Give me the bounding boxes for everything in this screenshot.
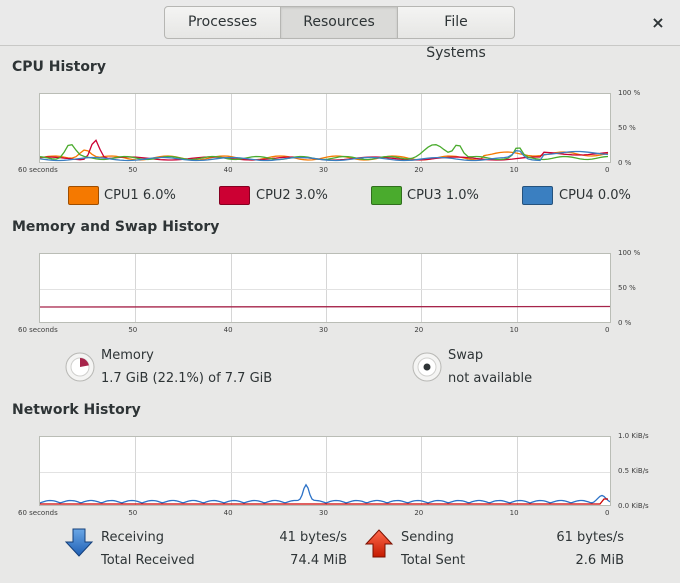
cpu4-line — [40, 150, 609, 162]
total-received-label: Total Received — [101, 553, 195, 568]
network-grid-vline — [326, 437, 327, 505]
cpu2-color-swatch[interactable] — [219, 186, 250, 205]
memory-grid-vline — [230, 254, 232, 322]
receiving-label: Receiving — [101, 530, 165, 545]
memory-x-tick: 0 — [605, 326, 610, 334]
cpu3-label: CPU3 1.0% — [407, 188, 479, 203]
cpu-grid-vline — [230, 94, 232, 162]
cpu-y-tick: 0 % — [618, 159, 632, 167]
network-x-tick: 50 — [128, 509, 138, 517]
cpu-y-tick: 50 % — [618, 124, 636, 132]
receiving-rate: 41 bytes/s — [279, 530, 347, 545]
memory-line — [40, 305, 610, 308]
memory-y-tick: 50 % — [618, 284, 636, 292]
cpu-history-title: CPU History — [12, 59, 106, 75]
network-history-title: Network History — [12, 402, 141, 418]
network-x-tick: 30 — [319, 509, 328, 517]
network-x-tick: 20 — [414, 509, 424, 517]
network-lines — [40, 483, 610, 505]
cpu-grid-vline — [516, 94, 518, 162]
cpu3-color-swatch[interactable] — [371, 186, 402, 205]
memory-grid-vline — [516, 254, 518, 322]
cpu-grid-hline — [40, 129, 610, 130]
swap-pie-icon[interactable] — [412, 352, 442, 382]
cpu-x-tick: 50 — [128, 166, 138, 174]
memory-lines — [40, 305, 610, 308]
memory-x-tick: 50 — [128, 326, 138, 334]
sending-arrow-icon[interactable] — [364, 528, 394, 558]
memory-pie-icon[interactable] — [65, 352, 95, 382]
network-grid-hline — [40, 472, 610, 473]
network-grid-vline — [230, 437, 232, 505]
network-grid-vline — [421, 437, 423, 505]
cpu1-color-swatch[interactable] — [68, 186, 99, 205]
sending-rate: 61 bytes/s — [556, 530, 624, 545]
sending-line — [40, 498, 608, 505]
close-icon[interactable]: × — [651, 13, 665, 32]
network-grid-vline — [135, 437, 137, 505]
memory-history-title: Memory and Swap History — [12, 219, 220, 235]
tab-resources[interactable]: Resources — [280, 6, 398, 39]
tab-file-systems[interactable]: File Systems — [397, 6, 515, 61]
cpu-x-tick: 60 seconds — [18, 166, 58, 174]
tab-processes[interactable]: Processes — [164, 6, 281, 39]
memory-x-tick: 20 — [414, 326, 424, 334]
cpu-grid-vline — [421, 94, 423, 162]
memory-y-tick: 0 % — [618, 319, 632, 327]
total-sent-value: 2.6 MiB — [575, 553, 624, 568]
cpu-x-tick: 30 — [319, 166, 328, 174]
cpu-x-tick: 20 — [414, 166, 424, 174]
network-x-tick: 60 seconds — [18, 509, 58, 517]
memory-grid-vline — [421, 254, 423, 322]
cpu2-label: CPU2 3.0% — [256, 188, 328, 203]
cpu-history-graph — [39, 93, 611, 163]
header-bar: Processes Resources File Systems × — [0, 0, 680, 61]
cpu4-label: CPU4 0.0% — [559, 188, 631, 203]
memory-grid-hline — [40, 289, 610, 290]
network-y-tick: 0.0 KiB/s — [618, 502, 649, 510]
network-x-tick: 40 — [223, 509, 233, 517]
network-grid-vline — [516, 437, 518, 505]
cpu-lines — [40, 139, 609, 162]
network-x-tick: 10 — [509, 509, 519, 517]
memory-value: 1.7 GiB (22.1%) of 7.7 GiB — [101, 371, 273, 386]
memory-grid-vline — [135, 254, 137, 322]
cpu-x-tick: 40 — [223, 166, 233, 174]
cpu-x-tick: 0 — [605, 166, 610, 174]
cpu-grid-vline — [135, 94, 137, 162]
cpu-y-tick: 100 % — [618, 89, 641, 97]
memory-x-tick: 30 — [319, 326, 328, 334]
receiving-arrow-icon[interactable] — [64, 528, 94, 558]
memory-x-tick: 40 — [223, 326, 233, 334]
network-x-tick: 0 — [605, 509, 610, 517]
memory-history-graph — [39, 253, 611, 323]
memory-x-tick: 60 seconds — [18, 326, 58, 334]
network-y-tick: 0.5 KiB/s — [618, 467, 649, 475]
cpu-x-tick: 10 — [509, 166, 519, 174]
memory-x-tick: 10 — [509, 326, 519, 334]
cpu4-color-swatch[interactable] — [522, 186, 553, 205]
network-history-graph — [39, 436, 611, 506]
cpu-grid-vline — [326, 94, 327, 162]
swap-label: Swap — [448, 348, 484, 363]
receiving-line — [40, 483, 610, 504]
network-y-tick: 1.0 KiB/s — [618, 432, 649, 440]
view-switcher: Processes Resources File Systems — [164, 6, 515, 61]
total-sent-label: Total Sent — [401, 553, 466, 568]
memory-label: Memory — [101, 348, 154, 363]
memory-y-tick: 100 % — [618, 249, 641, 257]
swap-value: not available — [448, 371, 533, 386]
sending-label: Sending — [401, 530, 454, 545]
cpu1-label: CPU1 6.0% — [104, 188, 176, 203]
total-received-value: 74.4 MiB — [290, 553, 347, 568]
memory-grid-vline — [326, 254, 327, 322]
